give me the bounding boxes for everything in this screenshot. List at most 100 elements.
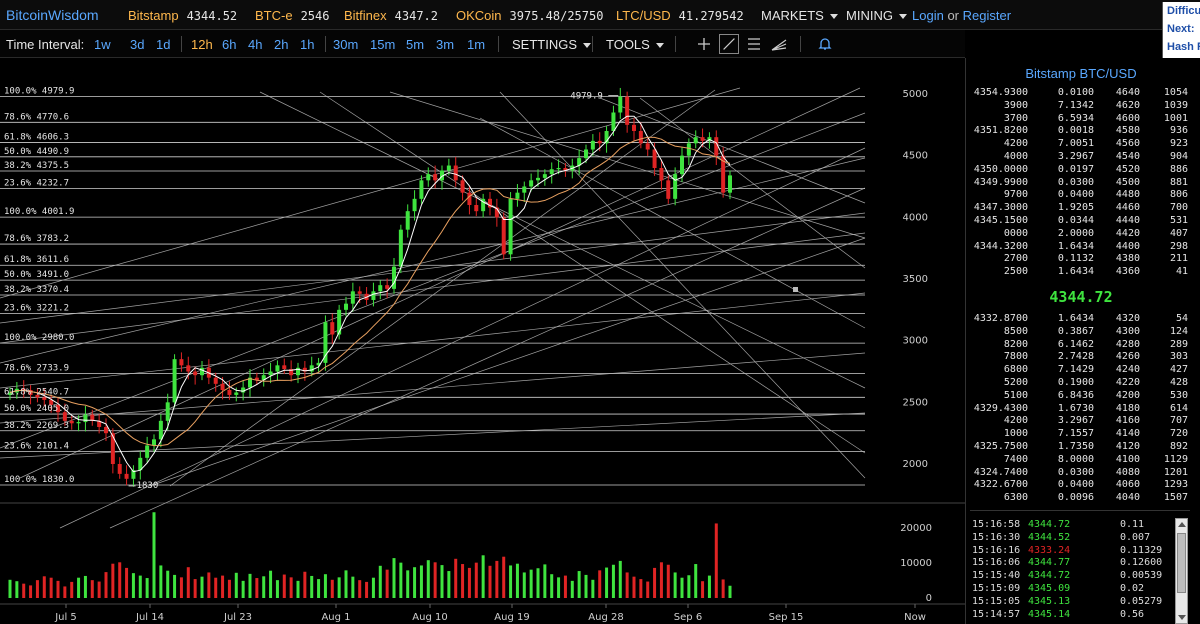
trend-line	[0, 212, 866, 324]
login-link[interactable]: Login	[912, 8, 944, 23]
volume-bar	[317, 579, 321, 598]
ask-row[interactable]: 4351.8200 0.0018 4580 936	[966, 124, 1196, 137]
scroll-up-icon[interactable]	[1178, 522, 1186, 527]
candle-body	[398, 229, 403, 267]
ask-row[interactable]: 0000 2.0000 4420 407	[966, 227, 1196, 240]
ask-row[interactable]: 4349.9900 0.0300 4500 881	[966, 176, 1196, 189]
interval-1w[interactable]: 1w	[94, 37, 111, 52]
divider	[325, 36, 326, 52]
tools-menu[interactable]: TOOLS	[606, 37, 664, 52]
order-amount: 0.0344	[1057, 215, 1094, 226]
volume-bar	[563, 575, 567, 598]
trend-lines	[0, 87, 866, 529]
interval-1h[interactable]: 1h	[300, 37, 315, 52]
ask-row[interactable]: 4000 3.2967 4540 904	[966, 150, 1196, 163]
price-chart[interactable]: 100.0% 4979.9 78.6% 4770.6 61.8% 4606.3 50.…	[0, 58, 965, 624]
interval-3m[interactable]: 3m	[436, 37, 455, 52]
bid-row[interactable]: 4200 3.2967 4160 707	[966, 414, 1196, 427]
ticker-btce[interactable]: BTC-e 2546	[255, 8, 329, 23]
mining-menu[interactable]: MINING	[846, 8, 907, 23]
scroll-thumb[interactable]	[1177, 533, 1186, 593]
bid-row[interactable]: 4329.4300 1.6730 4180 614	[966, 402, 1196, 415]
ask-row[interactable]: 4200 7.0051 4560 923	[966, 137, 1196, 150]
interval-1m[interactable]: 1m	[467, 37, 486, 52]
divider	[498, 36, 499, 52]
candle-body	[549, 169, 554, 175]
horizontal-lines-icon[interactable]	[744, 34, 764, 54]
ask-row[interactable]: 4347.3000 1.9205 4460 700	[966, 201, 1196, 214]
depth-sum: 298	[1169, 240, 1188, 252]
markets-label: MARKETS	[761, 8, 824, 23]
volume-bar	[550, 574, 554, 598]
volume-bar	[227, 579, 231, 598]
ask-row[interactable]: 2700 0.1132 4380 211	[966, 252, 1196, 265]
bell-icon[interactable]	[815, 34, 835, 54]
bid-row[interactable]: 4325.7500 1.7350 4120 892	[966, 440, 1196, 453]
interval-5m[interactable]: 5m	[406, 37, 425, 52]
volume-bar	[570, 580, 574, 598]
ask-row[interactable]: 3700 6.5934 4600 1001	[966, 112, 1196, 125]
ticker-ltcusd[interactable]: LTC/USD 41.279542	[616, 8, 744, 23]
volume-bar	[255, 578, 259, 598]
ticker-exchange: OKCoin	[456, 8, 502, 23]
order-price: 4200	[1003, 138, 1028, 150]
register-link[interactable]: Register	[962, 8, 1012, 23]
bid-row[interactable]: 8500 0.3867 4300 124	[966, 325, 1196, 338]
order-price: 5200	[1003, 377, 1028, 388]
ask-row[interactable]: 4354.9300 0.0100 4640 1054	[966, 86, 1196, 99]
interval-1d[interactable]: 1d	[156, 37, 171, 52]
candle-body	[309, 365, 314, 372]
price-axis-label: 3500	[903, 274, 928, 285]
ticker-bitfinex[interactable]: Bitfinex 4347.2	[344, 8, 438, 23]
interval-3d[interactable]: 3d	[130, 37, 145, 52]
ask-row[interactable]: 2500 1.6434 4360 41	[966, 265, 1196, 278]
bid-row[interactable]: 5200 0.1900 4220 428	[966, 376, 1196, 389]
scroll-down-icon[interactable]	[1178, 615, 1186, 620]
fibonacci-fan-icon[interactable]	[769, 34, 789, 54]
ticker-bitstamp[interactable]: Bitstamp 4344.52	[128, 8, 237, 23]
interval-15m[interactable]: 15m	[370, 37, 396, 52]
ask-row[interactable]: 3900 7.1342 4620 1039	[966, 99, 1196, 112]
bid-row[interactable]: 7400 8.0000 4100 1129	[966, 453, 1196, 466]
trades-scrollbar[interactable]	[1175, 518, 1188, 624]
ticker-okcoin[interactable]: OKCoin 3975.48/25750	[456, 8, 603, 23]
volume-bar	[515, 563, 519, 598]
bid-row[interactable]: 4324.7400 0.0300 4080 1201	[966, 466, 1196, 479]
order-price: 8200	[1003, 338, 1028, 350]
bid-row[interactable]: 6800 7.1429 4240 427	[966, 363, 1196, 376]
trend-line	[149, 237, 866, 487]
brand-logo[interactable]: BitcoinWisdom	[6, 7, 99, 23]
settings-menu[interactable]: SETTINGS	[512, 37, 592, 52]
interval-6h[interactable]: 6h	[222, 37, 237, 52]
bid-row[interactable]: 4332.8700 1.6434 4320 54	[966, 312, 1196, 325]
interval-2h[interactable]: 2h	[274, 37, 289, 52]
volume-bar	[241, 580, 245, 598]
trade-price: 4345.13	[1028, 595, 1071, 607]
bid-row[interactable]: 7800 2.7428 4260 303	[966, 350, 1196, 363]
ask-row[interactable]: 4350.0000 0.0197 4520 886	[966, 163, 1196, 176]
trendline-icon[interactable]	[719, 34, 739, 54]
bid-row[interactable]: 1000 7.1557 4140 720	[966, 427, 1196, 440]
bid-row[interactable]: 6300 0.0096 4040 1507	[966, 491, 1196, 504]
interval-12h[interactable]: 12h	[191, 37, 213, 52]
ask-row[interactable]: 4344.3200 1.6434 4400 298	[966, 240, 1196, 253]
interval-30m[interactable]: 30m	[333, 37, 359, 52]
volume-bar	[666, 564, 670, 598]
bid-row[interactable]: 8200 6.1462 4280 289	[966, 338, 1196, 351]
depth-price: 4500	[1115, 176, 1140, 188]
candle-body	[193, 371, 198, 376]
bid-row[interactable]: 4322.6700 0.0400 4060 1293	[966, 478, 1196, 491]
volume-bar	[646, 581, 650, 598]
ask-row[interactable]: 4345.1500 0.0344 4440 531	[966, 214, 1196, 227]
candle-body	[179, 359, 184, 366]
ask-row[interactable]: 9700 0.0400 4480 806	[966, 188, 1196, 201]
interval-4h[interactable]: 4h	[248, 37, 263, 52]
trade-amount: 0.02	[1120, 583, 1145, 594]
trend-line	[169, 89, 716, 487]
markets-menu[interactable]: MARKETS	[761, 8, 838, 23]
candle-body	[186, 365, 191, 372]
bid-row[interactable]: 5100 6.8436 4200 530	[966, 389, 1196, 402]
moving-averages	[9, 115, 731, 473]
chart-canvas[interactable]: 100.0% 4979.9 78.6% 4770.6 61.8% 4606.3 50.…	[0, 58, 965, 624]
crosshair-icon[interactable]	[694, 34, 714, 54]
